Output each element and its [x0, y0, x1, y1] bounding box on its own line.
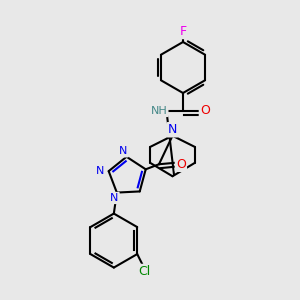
Text: N: N: [110, 193, 118, 203]
Text: O: O: [200, 104, 210, 118]
Text: N: N: [96, 166, 104, 176]
Text: Cl: Cl: [139, 265, 151, 278]
Text: F: F: [179, 25, 187, 38]
Text: N: N: [168, 123, 177, 136]
Text: O: O: [176, 158, 186, 171]
Text: NH: NH: [151, 106, 167, 116]
Text: N: N: [119, 146, 128, 156]
